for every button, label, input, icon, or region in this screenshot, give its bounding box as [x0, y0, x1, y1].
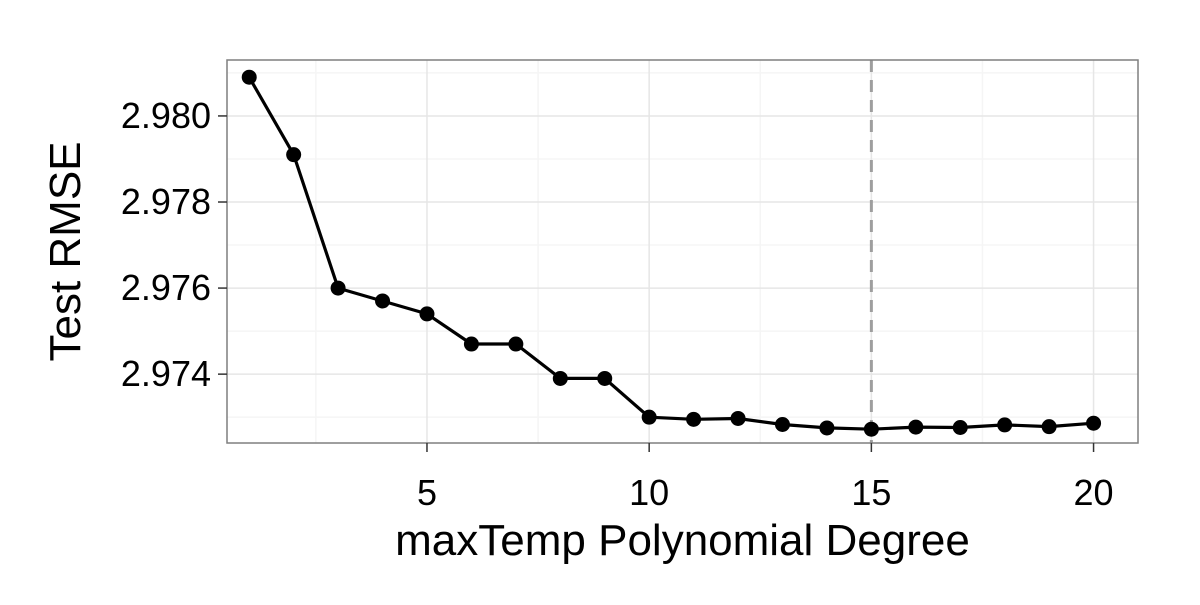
data-point [1086, 415, 1102, 431]
data-point [330, 280, 346, 296]
data-point [419, 306, 435, 322]
data-point [508, 336, 524, 352]
data-point [641, 409, 657, 425]
x-tick-label: 5 [417, 472, 437, 513]
y-tick-label: 2.976 [121, 267, 211, 308]
x-axis: 5 10 15 20 [417, 443, 1114, 513]
data-point [774, 416, 790, 432]
data-point [952, 420, 968, 436]
data-point [730, 410, 746, 426]
x-tick-label: 10 [629, 472, 669, 513]
x-tick-label: 15 [851, 472, 891, 513]
series-line [247, 76, 1094, 431]
data-point [997, 417, 1013, 433]
data-point [686, 411, 702, 427]
y-tick-label: 2.974 [121, 353, 211, 394]
data-point [819, 420, 835, 436]
data-point [375, 293, 391, 309]
y-axis: 2.974 2.976 2.978 2.980 [121, 95, 227, 394]
grid-layer [227, 60, 1138, 443]
y-tick-label: 2.978 [121, 181, 211, 222]
plot-panel-border [226, 59, 1139, 444]
data-point [597, 370, 613, 386]
data-point [1041, 419, 1057, 435]
x-axis-title: maxTemp Polynomial Degree [395, 516, 970, 565]
data-point [908, 419, 924, 435]
data-point [552, 370, 568, 386]
x-tick-label: 20 [1074, 472, 1114, 513]
data-point [241, 69, 257, 85]
data-point [863, 421, 879, 437]
data-point [286, 147, 302, 163]
y-tick-label: 2.980 [121, 95, 211, 136]
y-axis-title: Test RMSE [41, 141, 90, 361]
data-point [463, 336, 479, 352]
series-layer [241, 69, 1102, 437]
